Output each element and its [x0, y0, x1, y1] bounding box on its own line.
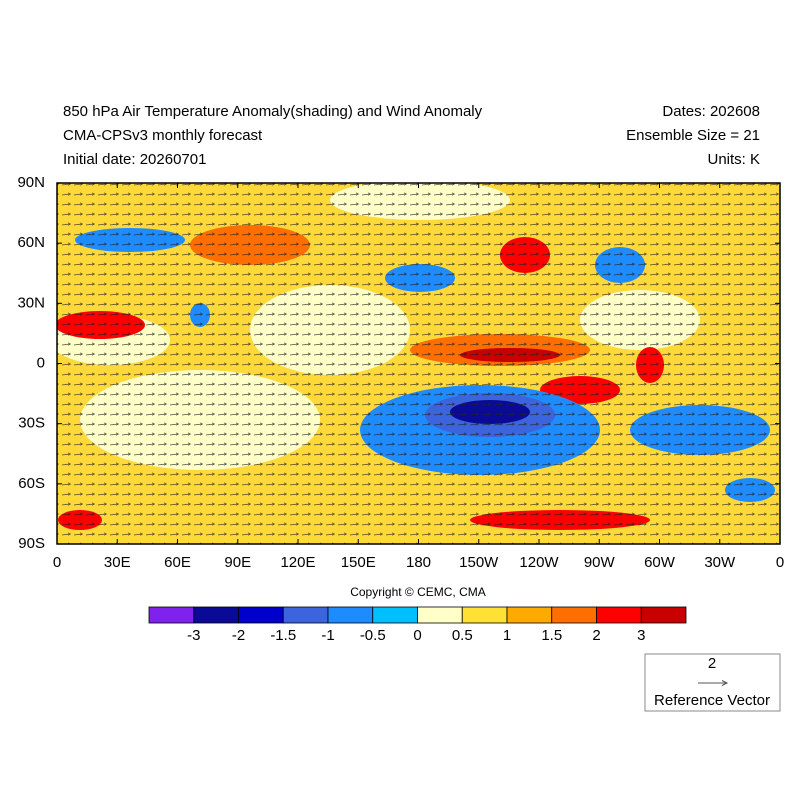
colorbar-label: 1.5 [541, 627, 562, 644]
colorbar-box [148, 606, 195, 624]
colorbar-label: 0.5 [452, 627, 473, 644]
x-tick-label: 60W [644, 554, 676, 571]
colorbar-label: 2 [592, 627, 600, 644]
wind-vectors [57, 183, 780, 544]
x-tick-label: 150W [459, 554, 499, 571]
colorbar-label: 1 [503, 627, 511, 644]
x-tick-label: 90E [224, 554, 251, 571]
colorbar-label: 3 [637, 627, 645, 644]
x-tick-label: 150E [341, 554, 376, 571]
x-tick-label: 0 [53, 554, 61, 571]
x-tick-label: 60E [164, 554, 191, 571]
x-tick-label: 30W [704, 554, 736, 571]
y-tick-label: 60S [18, 475, 45, 492]
colorbar-box [506, 606, 553, 624]
colorbar-box [596, 606, 642, 624]
x-tick-label: 30E [104, 554, 131, 571]
colorbar-label: -3 [187, 627, 200, 644]
x-tick-label: 0 [776, 554, 784, 571]
anomaly-field [57, 183, 780, 544]
colorbar-label: -2 [232, 627, 245, 644]
initial-date: Initial date: 20260701 [63, 151, 206, 168]
x-tick-label: 180 [406, 554, 431, 571]
reference-arrowhead [721, 680, 729, 686]
title: 850 hPa Air Temperature Anomaly(shading)… [63, 103, 483, 120]
colorbar-box [282, 606, 329, 624]
colorbar-box [372, 606, 418, 624]
reference-vector: 2 Reference Vector [644, 653, 781, 712]
units: Units: K [707, 151, 760, 168]
y-tick-label: 60N [17, 234, 45, 251]
colorbar-box [327, 606, 374, 624]
y-tick-label: 0 [37, 354, 45, 371]
x-tick-label: 120E [280, 554, 315, 571]
reference-magnitude: 2 [708, 655, 716, 672]
reference-label: Reference Vector [654, 692, 770, 709]
x-tick-label: 120W [519, 554, 559, 571]
colorbar-label: -0.5 [360, 627, 386, 644]
x-tick-label: 90W [584, 554, 616, 571]
colorbar-box [238, 606, 284, 624]
y-tick-label: 30S [18, 415, 45, 432]
subtitle: CMA-CPSv3 monthly forecast [63, 127, 263, 144]
colorbar-box [417, 606, 463, 624]
y-tick-label: 90N [17, 174, 45, 191]
ensemble-size: Ensemble Size = 21 [626, 127, 760, 144]
colorbar-label: 0 [413, 627, 421, 644]
copyright: Copyright © CEMC, CMA [350, 585, 486, 599]
colorbar: -3 -2 -1.5 -1 -0.5 0 0.5 1 1.5 2 3 [148, 606, 687, 644]
y-tick-label: 30N [17, 294, 45, 311]
colorbar-box [640, 606, 687, 624]
dates: Dates: 202608 [662, 103, 760, 120]
colorbar-label: -1 [321, 627, 334, 644]
colorbar-box [461, 606, 508, 624]
colorbar-label: -1.5 [270, 627, 296, 644]
colorbar-box [193, 606, 239, 624]
y-tick-label: 90S [18, 535, 45, 552]
colorbar-box [551, 606, 597, 624]
axis-ticks: 0 30E 60E 90E 120E 150E 180 150W 120W 90W 60W 30W 09… [17, 174, 784, 571]
